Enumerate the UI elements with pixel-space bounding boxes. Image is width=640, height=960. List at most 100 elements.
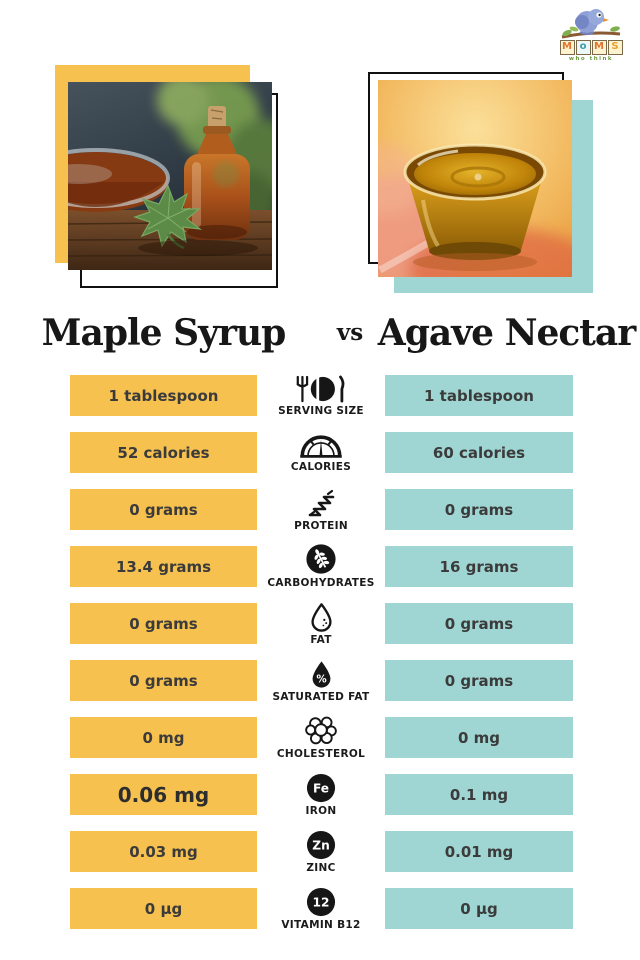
nutrient-cell: CARBOHYDRATES (257, 543, 385, 589)
agave-nectar-photo (378, 80, 572, 277)
nutrient-label: CARBOHYDRATES (267, 576, 375, 589)
nutrient-cell: 12 VITAMIN B12 (257, 887, 385, 931)
title-row: Maple Syrup vs Agave Nectar (0, 305, 640, 360)
maple-value-cell: 1 tablespoon (70, 375, 257, 416)
comparison-rows: 1 tablespoon SERVING SIZE 1 tablespoon 5… (70, 375, 640, 931)
saturated-fat-icon: % (309, 659, 334, 689)
agave-value-cell: 0 grams (385, 660, 573, 701)
agave-value-cell: 0 µg (385, 888, 573, 929)
maple-value: 1 tablespoon (108, 386, 219, 405)
right-title: Agave Nectar (377, 311, 636, 354)
agave-value: 0 µg (460, 899, 498, 918)
protein-icon (306, 488, 336, 518)
nutrient-label: FAT (310, 633, 332, 646)
agave-value-cell: 0 mg (385, 717, 573, 758)
comparison-row: 13.4 grams CARBOHYDRATES 16 grams (70, 543, 640, 589)
nutrient-cell: Zn ZINC (257, 830, 385, 874)
bird-logo-icon (550, 4, 632, 44)
comparison-row: 52 calories CALORIES 60 calories (70, 432, 640, 473)
agave-value-cell: 16 grams (385, 546, 573, 587)
comparison-row: 0 µg 12 VITAMIN B12 0 µg (70, 887, 640, 931)
maple-value: 0.03 mg (129, 842, 198, 861)
maple-value: 0 grams (129, 500, 198, 519)
nutrient-label: PROTEIN (294, 519, 348, 532)
comparison-row: 0.03 mg Zn ZINC 0.01 mg (70, 830, 640, 874)
carbohydrates-icon (305, 543, 337, 575)
agave-value: 1 tablespoon (424, 386, 534, 405)
comparison-row: 0 grams % SATURATED FAT 0 grams (70, 659, 640, 703)
maple-value-cell: 0.06 mg (70, 774, 257, 815)
serving-size-icon (295, 375, 347, 403)
agave-value: 16 grams (439, 557, 519, 576)
maple-value-cell: 52 calories (70, 432, 257, 473)
comparison-row: 1 tablespoon SERVING SIZE 1 tablespoon (70, 375, 640, 417)
logo-tagline: who think (568, 56, 614, 62)
vitamin-b12-icon: 12 (306, 887, 336, 917)
maple-value: 13.4 grams (115, 557, 212, 576)
zinc-icon: Zn (306, 830, 336, 860)
agave-value-cell: 0.01 mg (385, 831, 573, 872)
agave-value: 0 grams (444, 671, 514, 690)
agave-value: 0 mg (457, 728, 501, 747)
nutrient-cell: % SATURATED FAT (257, 659, 385, 703)
maple-value: 0 µg (144, 899, 183, 918)
maple-value-cell: 0 grams (70, 660, 257, 701)
nutrient-label: SATURATED FAT (272, 690, 370, 703)
maple-value-cell: 0 µg (70, 888, 257, 929)
header-images (0, 0, 640, 300)
nutrient-cell: FAT (257, 602, 385, 646)
comparison-row: 0 grams FAT 0 grams (70, 602, 640, 646)
cholesterol-icon (304, 716, 338, 746)
nutrient-label: IRON (305, 804, 337, 817)
maple-syrup-photo (68, 82, 272, 270)
agave-value: 60 calories (432, 443, 526, 462)
vs-label: vs (336, 319, 364, 346)
agave-value: 0.1 mg (449, 785, 509, 804)
logo-letter: S (607, 40, 623, 55)
nutrient-label: VITAMIN B12 (281, 918, 361, 931)
nutrient-cell: Fe IRON (257, 773, 385, 817)
maple-value: 0 grams (129, 671, 198, 690)
nutrient-label: SERVING SIZE (278, 404, 364, 417)
svg-text:Fe: Fe (313, 781, 329, 795)
svg-text:%: % (316, 673, 326, 685)
nutrient-label: CALORIES (290, 461, 352, 473)
maple-value: 0 grams (129, 614, 198, 633)
agave-value-cell: 60 calories (385, 432, 573, 473)
logo-letter: o (575, 40, 591, 55)
maple-value-cell: 0 grams (70, 603, 257, 644)
nutrient-label: CHOLESTEROL (276, 747, 366, 760)
comparison-row: 0 mg CHOLESTEROL 0 mg (70, 716, 640, 760)
comparison-row: 0 grams PROTEIN 0 grams (70, 488, 640, 532)
agave-value-cell: 1 tablespoon (385, 375, 573, 416)
comparison-row: 0.06 mg Fe IRON 0.1 mg (70, 773, 640, 817)
agave-value-cell: 0 grams (385, 603, 573, 644)
nutrient-cell: PROTEIN (257, 488, 385, 532)
maple-value: 52 calories (117, 443, 210, 462)
maple-value-cell: 0 mg (70, 717, 257, 758)
logo-letter: M (591, 40, 607, 55)
nutrient-cell: SERVING SIZE (257, 375, 385, 417)
logo-letter: M (559, 40, 575, 55)
fat-icon (309, 602, 334, 632)
nutrient-label: ZINC (306, 861, 336, 874)
maple-value-cell: 0 grams (70, 489, 257, 530)
left-title: Maple Syrup (41, 311, 287, 354)
nutrient-cell: CHOLESTEROL (257, 716, 385, 760)
agave-value-cell: 0 grams (385, 489, 573, 530)
maple-value: 0.06 mg (117, 782, 210, 807)
calories-icon (298, 432, 344, 459)
maple-value-cell: 0.03 mg (70, 831, 257, 872)
agave-value: 0 grams (444, 500, 514, 519)
svg-text:12: 12 (313, 895, 330, 909)
maple-value-cell: 13.4 grams (70, 546, 257, 587)
agave-value: 0.01 mg (444, 842, 514, 861)
agave-value-cell: 0.1 mg (385, 774, 573, 815)
iron-icon: Fe (306, 773, 336, 803)
moms-who-think-logo: M o M S who think (550, 4, 632, 62)
agave-value: 0 grams (444, 614, 514, 633)
nutrient-cell: CALORIES (257, 432, 385, 473)
maple-value: 0 mg (142, 728, 185, 747)
logo-blocks: M o M S (550, 40, 632, 55)
svg-text:Zn: Zn (312, 838, 330, 852)
